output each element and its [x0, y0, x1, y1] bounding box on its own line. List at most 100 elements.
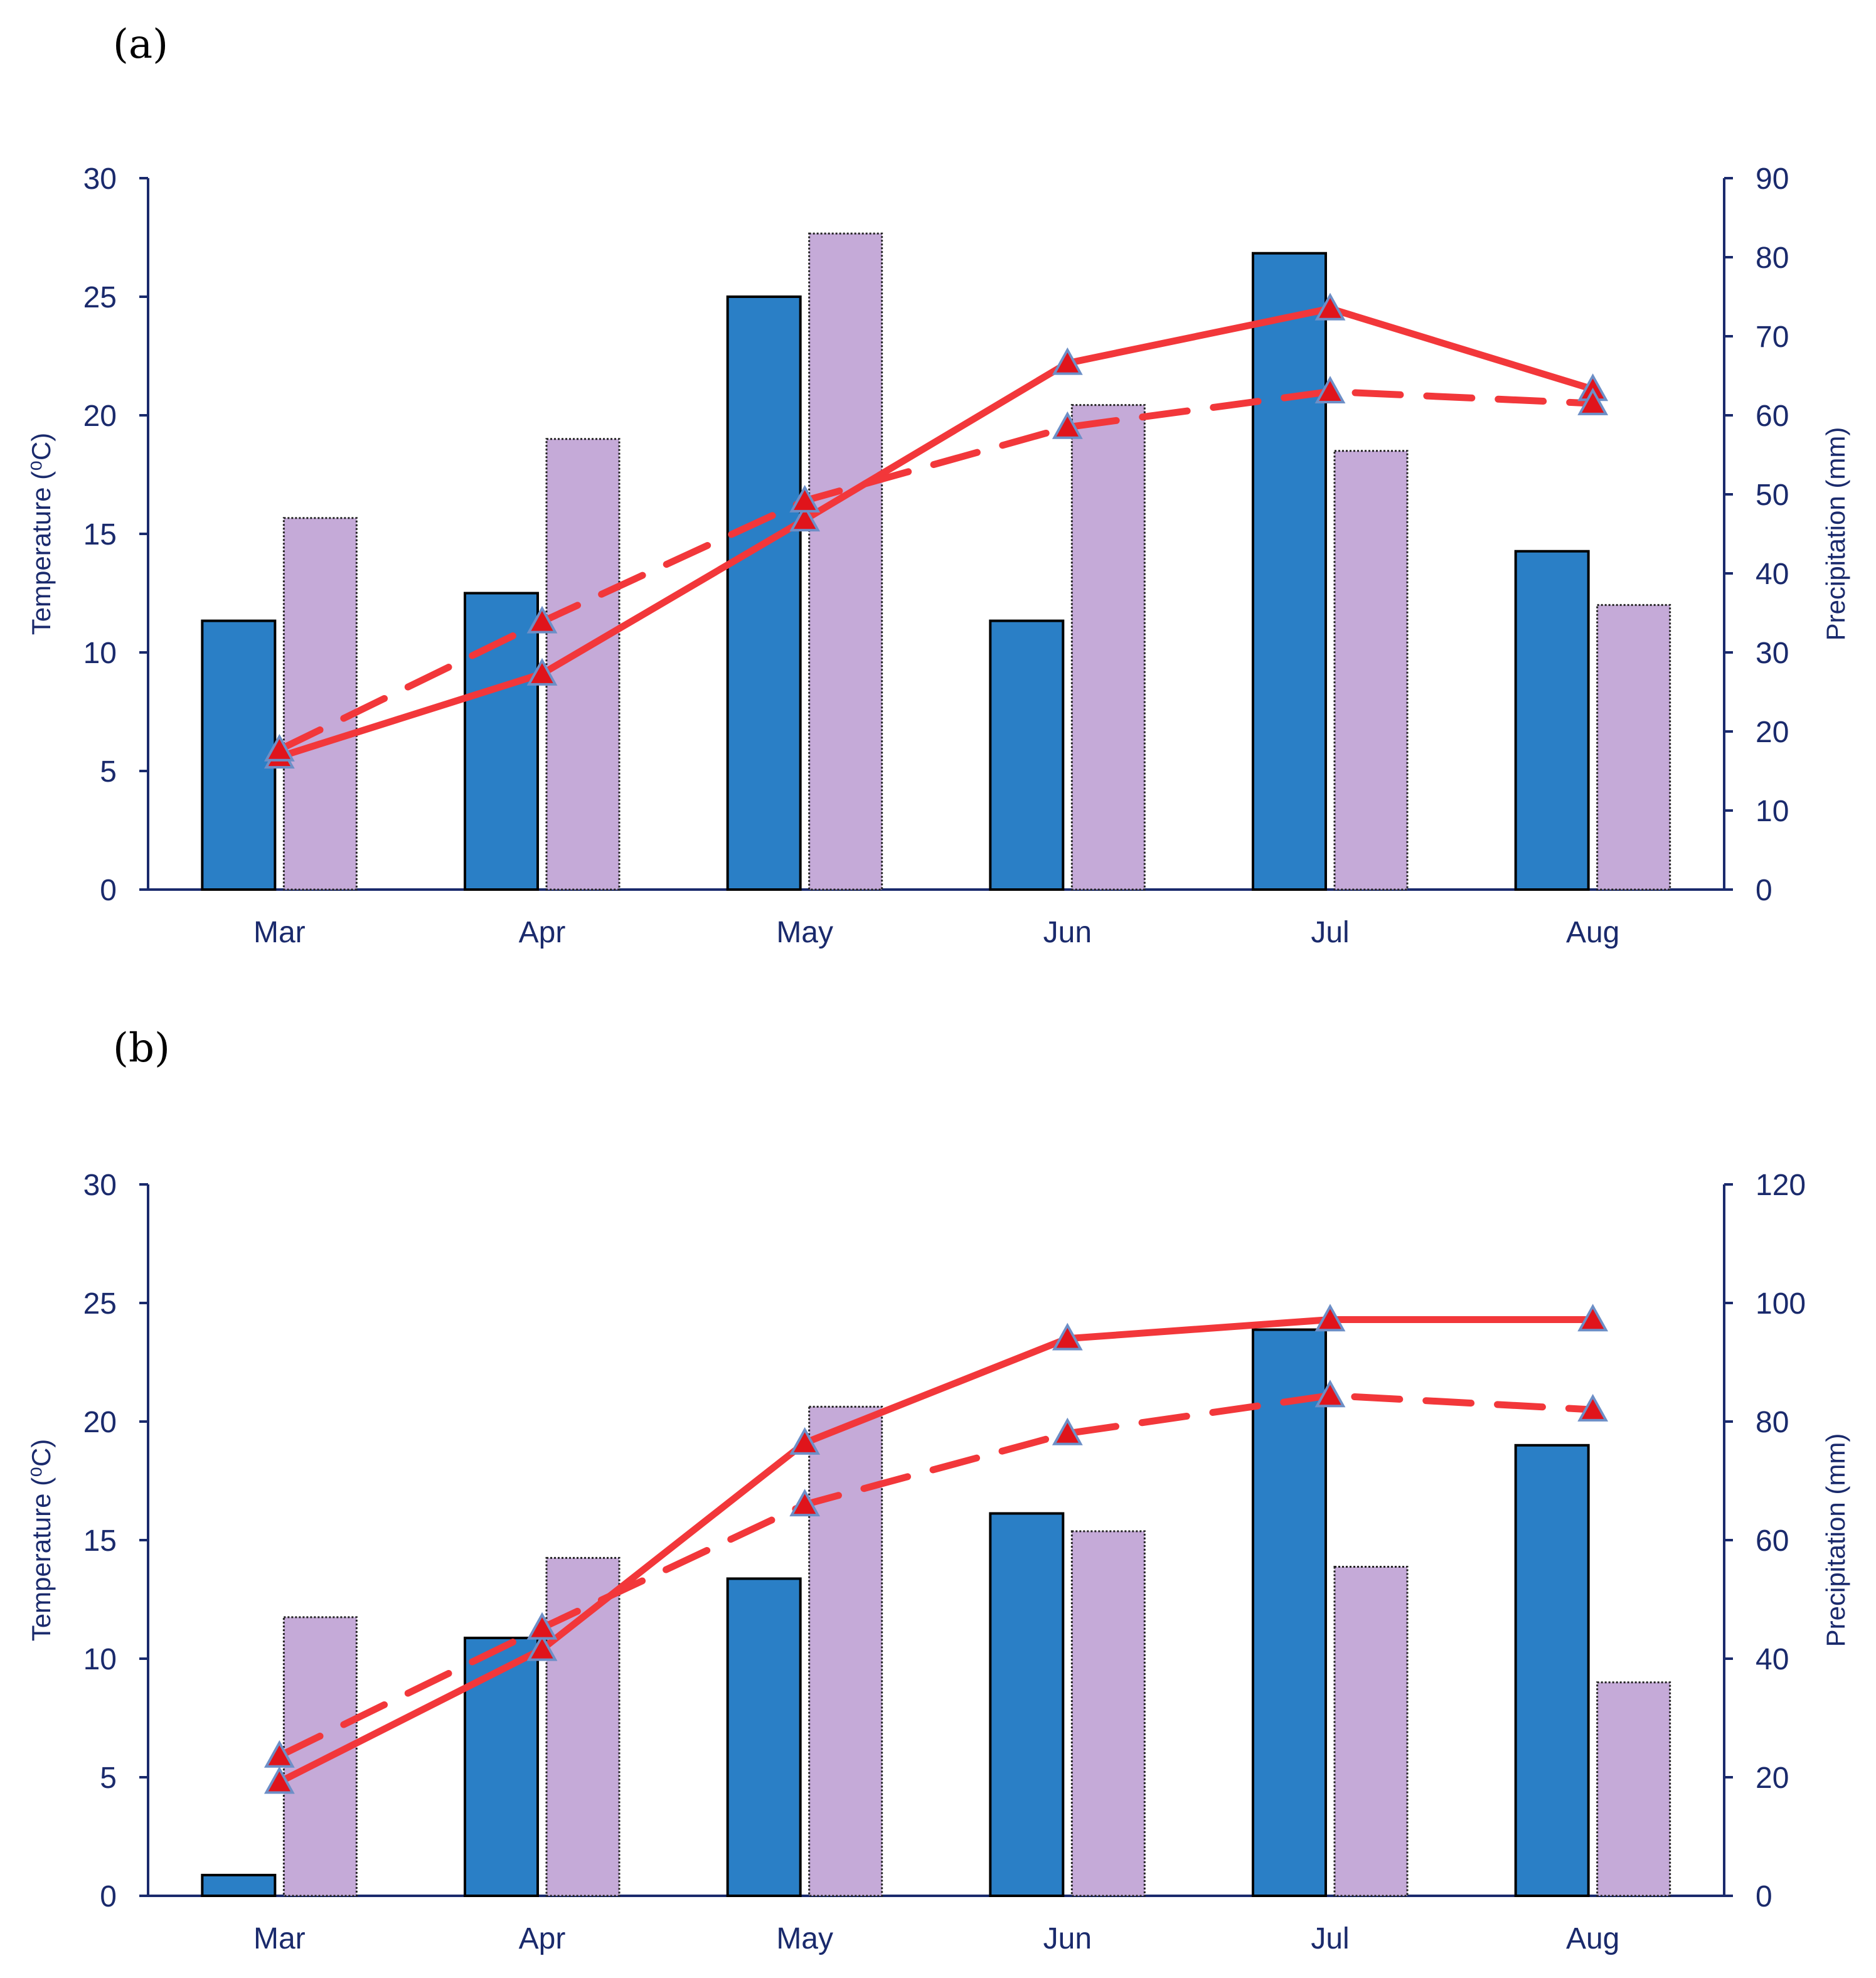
marker-temp-average — [789, 484, 821, 513]
bar-precip-average — [282, 517, 358, 891]
bar-precip-observed — [726, 1577, 802, 1898]
panel-label: (a) — [113, 21, 168, 68]
line-temp-observed — [275, 1316, 1597, 1786]
left-tick-label: 20 — [83, 1406, 117, 1439]
left-tick-label: 25 — [83, 1287, 117, 1321]
marker-temp-average — [526, 1612, 558, 1640]
panel-label: (b) — [113, 1025, 170, 1071]
marker-temp-observed — [1577, 1304, 1609, 1332]
right-axis-title: Precipitation (mm) — [1821, 427, 1850, 641]
marker-temp-observed — [526, 657, 558, 686]
left-tick-label: 15 — [83, 518, 117, 551]
bar-precip-observed — [1514, 550, 1590, 891]
marker-temp-average — [1314, 376, 1346, 403]
marker-temp-average — [526, 605, 558, 634]
marker-temp-observed — [1052, 347, 1083, 375]
marker-temp-average — [1314, 1380, 1346, 1408]
left-tick-label: 20 — [83, 400, 117, 433]
right-tick-label: 20 — [1756, 716, 1789, 749]
x-tick-label: Aug — [1566, 916, 1619, 949]
bar-precip-observed — [989, 619, 1065, 891]
marker-temp-average — [264, 1740, 295, 1768]
marker-temp-observed — [526, 1633, 558, 1661]
x-tick-label: Aug — [1566, 1922, 1619, 1955]
marker-temp-observed — [789, 504, 821, 532]
marker-temp-average — [1052, 411, 1083, 439]
marker-temp-observed — [264, 1766, 295, 1794]
marker-temp-average — [264, 733, 295, 762]
x-tick-label: Jul — [1311, 916, 1349, 949]
right-tick-label: 10 — [1756, 795, 1789, 828]
right-tick-label: 50 — [1756, 479, 1789, 512]
left-axis-title: Temperature (⁰C) — [26, 433, 56, 635]
marker-temp-average — [1577, 1393, 1609, 1422]
bar-precip-average — [282, 1616, 358, 1897]
x-tick-label: Mar — [253, 916, 306, 949]
right-tick-label: 80 — [1756, 1406, 1789, 1439]
left-tick-label: 5 — [100, 755, 117, 789]
line-temp-average — [275, 388, 1597, 753]
bar-precip-average — [1333, 450, 1409, 891]
right-tick-label: 90 — [1756, 162, 1789, 196]
right-tick-label: 70 — [1756, 321, 1789, 354]
bar-precip-observed — [464, 1636, 539, 1898]
right-tick-label: 80 — [1756, 242, 1789, 275]
left-tick-label: 10 — [83, 637, 117, 670]
left-tick-label: 25 — [83, 281, 117, 314]
bar-precip-average — [1596, 1681, 1671, 1897]
chart-panel-b: (b) 0 5 10 15 20 25 30 0 20 40 60 80 100 120 Mar Apr May J… — [26, 1025, 1850, 1955]
right-tick-label: 120 — [1756, 1169, 1806, 1202]
left-tick-label: 30 — [83, 162, 117, 196]
left-axis-title: Temperature (⁰C) — [26, 1439, 56, 1642]
bar-precip-observed — [201, 1873, 277, 1898]
right-axis-title: Precipitation (mm) — [1821, 1433, 1850, 1647]
x-tick-label: Apr — [519, 1922, 566, 1955]
marker-temp-average — [789, 1489, 821, 1517]
right-tick-label: 30 — [1756, 637, 1789, 670]
bar-precip-observed — [1252, 1328, 1327, 1897]
line-temp-observed — [275, 305, 1597, 760]
marker-temp-observed — [1314, 1304, 1346, 1332]
marker-temp-observed — [1052, 1322, 1083, 1351]
bar-precip-average — [808, 232, 883, 891]
x-tick-label: Jul — [1311, 1922, 1349, 1955]
right-tick-label: 0 — [1756, 1880, 1772, 1913]
x-tick-label: May — [776, 1922, 833, 1955]
marker-temp-average — [1052, 1417, 1083, 1445]
chart-panel-a: (a) 0 5 10 15 20 25 30 0 10 20 30 40 50 60 70 80 90 Mar Apr… — [26, 21, 1850, 949]
bar-precip-average — [545, 1556, 621, 1897]
right-tick-label: 100 — [1756, 1287, 1806, 1321]
bar-precip-average — [808, 1405, 883, 1897]
left-tick-label: 0 — [100, 1880, 117, 1913]
bar-precip-observed — [989, 1512, 1065, 1898]
bar-precip-average — [1596, 604, 1671, 891]
marker-temp-observed — [789, 1427, 821, 1455]
marker-temp-average — [1577, 387, 1609, 415]
left-tick-label: 30 — [83, 1169, 117, 1202]
bar-precip-average — [1070, 404, 1146, 891]
left-tick-label: 10 — [83, 1643, 117, 1676]
x-tick-label: Jun — [1043, 1922, 1092, 1955]
bar-precip-average — [1070, 1530, 1146, 1897]
bar-precip-observed — [201, 619, 277, 891]
right-tick-label: 40 — [1756, 1643, 1789, 1676]
bar-precip-observed — [1514, 1444, 1590, 1898]
right-tick-label: 60 — [1756, 1524, 1789, 1558]
left-tick-label: 15 — [83, 1524, 117, 1558]
bar-precip-observed — [464, 592, 539, 891]
x-tick-label: Apr — [519, 916, 566, 949]
bar-precip-average — [1333, 1566, 1409, 1897]
marker-temp-observed — [1314, 292, 1346, 321]
bar-precip-observed — [1252, 252, 1327, 891]
x-tick-label: May — [776, 916, 833, 949]
right-tick-label: 40 — [1756, 558, 1789, 591]
left-tick-label: 5 — [100, 1762, 117, 1795]
left-tick-label: 0 — [100, 874, 117, 907]
bar-precip-observed — [726, 295, 802, 891]
right-tick-label: 60 — [1756, 400, 1789, 433]
x-tick-label: Mar — [253, 1922, 306, 1955]
line-temp-average — [275, 1391, 1597, 1760]
right-tick-label: 20 — [1756, 1762, 1789, 1795]
x-tick-label: Jun — [1043, 916, 1092, 949]
